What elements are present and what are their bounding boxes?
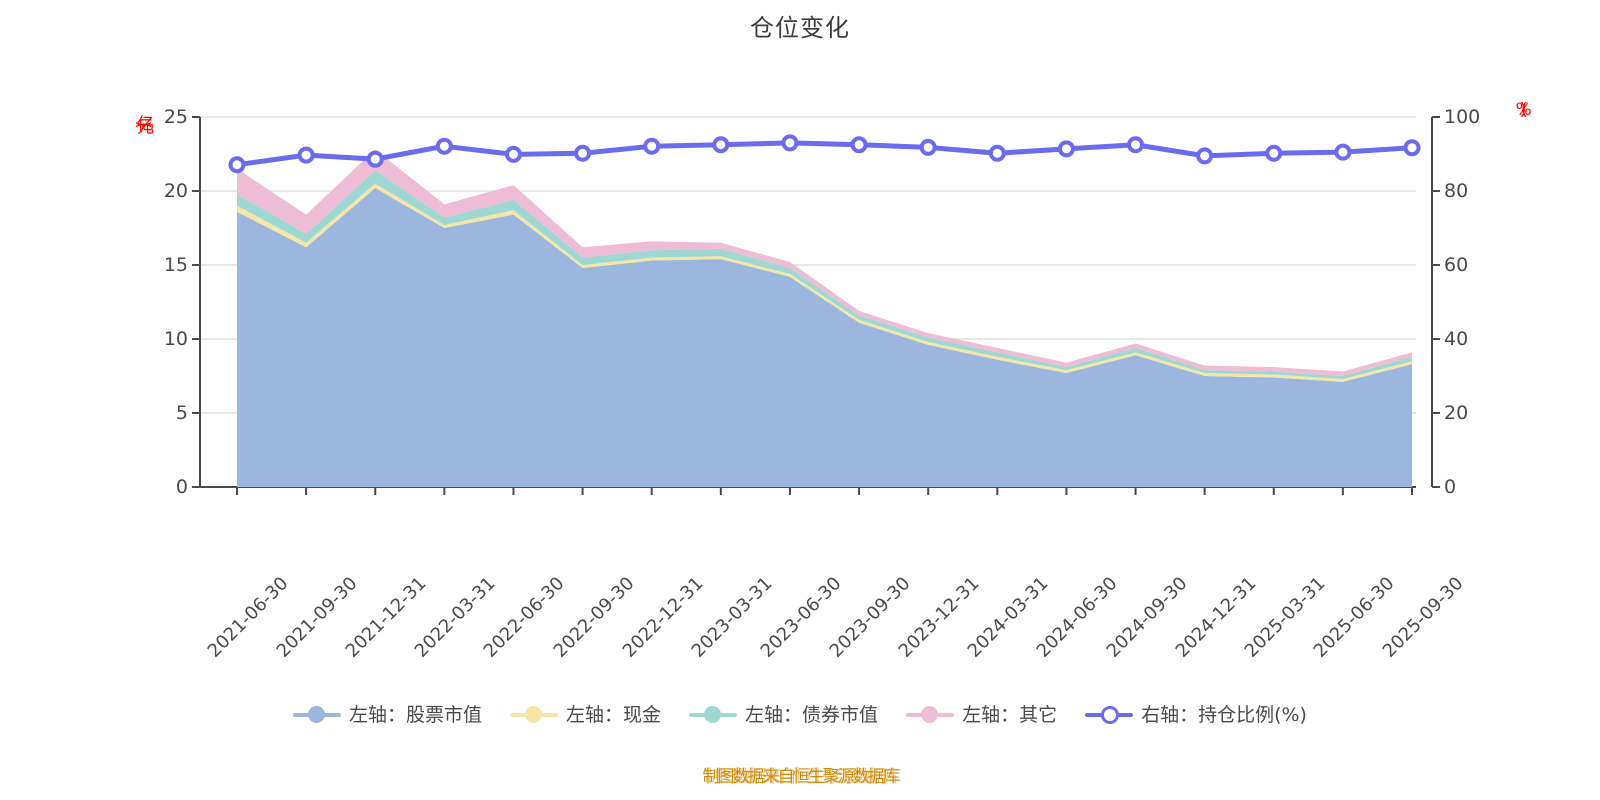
legend-item-label: 左轴：债券市值 (745, 704, 879, 726)
footer-note: 制图数据来自恒生聚源数据库 (0, 762, 1600, 787)
line-data-point (781, 134, 799, 152)
legend-marker-icon (293, 704, 342, 724)
right-axis-tick-label: 20 (1444, 402, 1469, 424)
chart-legend: 左轴：股票市值 左轴：现金 左轴：债券市值 左轴：其它 右轴：持仓比例(%) (0, 700, 1600, 727)
line-data-point (228, 156, 246, 174)
area-series (237, 188, 1412, 487)
right-axis-tick-label: 0 (1444, 476, 1457, 498)
right-axis-tick-label: 40 (1444, 328, 1469, 350)
legend-item-label: 右轴：持仓比例(%) (1141, 704, 1307, 726)
legend-item[interactable]: 右轴：持仓比例(%) (1085, 700, 1307, 727)
line-data-point (988, 144, 1006, 162)
left-axis-tick-label: 10 (163, 328, 188, 350)
left-axis-tick-label: 15 (163, 254, 188, 276)
line-data-point (366, 150, 384, 168)
legend-item[interactable]: 左轴：其它 (906, 700, 1057, 727)
area-series (237, 149, 1412, 376)
line-data-point (1196, 147, 1214, 165)
right-axis-tick-label: 60 (1444, 254, 1469, 276)
line-data-point (297, 146, 315, 164)
legend-item[interactable]: 左轴：股票市值 (293, 700, 482, 727)
chart-canvas (192, 116, 1440, 495)
line-data-point (1265, 144, 1283, 162)
line-data-point (1057, 140, 1075, 158)
left-axis-tick-label: 5 (175, 402, 188, 424)
legend-dot-swatch (704, 705, 722, 723)
line-data-point (643, 137, 661, 155)
legend-dot-swatch (1101, 705, 1120, 724)
legend-marker-icon (689, 704, 738, 724)
line-data-point (1127, 136, 1145, 154)
area-series (237, 170, 1412, 379)
left-axis-tick-label: 20 (163, 180, 188, 202)
legend-item-label: 左轴：现金 (566, 704, 662, 726)
line-data-point (919, 138, 937, 156)
line-data-point (1334, 143, 1352, 161)
legend-marker-icon (510, 704, 559, 724)
line-data-point (504, 145, 522, 163)
left-axis-tick-label: 25 (163, 106, 188, 128)
legend-item-label: 左轴：其它 (962, 704, 1058, 726)
footer-note-text: 制图数据来自恒生聚源数据库 (702, 767, 900, 787)
plot-area (192, 116, 1440, 495)
line-data-point (1403, 139, 1421, 157)
legend-item-label: 左轴：股票市值 (349, 704, 483, 726)
legend-dot-swatch (525, 705, 543, 723)
legend-dot-swatch (308, 705, 326, 723)
right-axis-tick-label: 80 (1444, 180, 1469, 202)
legend-item[interactable]: 左轴：现金 (510, 700, 661, 727)
line-series (234, 140, 1415, 168)
line-data-point (574, 144, 592, 162)
right-axis-tick-label: 100 (1444, 106, 1481, 128)
legend-marker-icon (906, 704, 955, 724)
line-data-point (435, 137, 453, 155)
legend-dot-swatch (921, 705, 939, 723)
line-data-point (850, 136, 868, 154)
legend-item[interactable]: 左轴：债券市值 (689, 700, 878, 727)
page-title: 仓位变化 (750, 14, 850, 42)
line-data-point (712, 136, 730, 154)
left-axis-tick-label: 0 (175, 476, 188, 498)
legend-marker-icon (1085, 704, 1134, 724)
area-series (237, 183, 1412, 382)
